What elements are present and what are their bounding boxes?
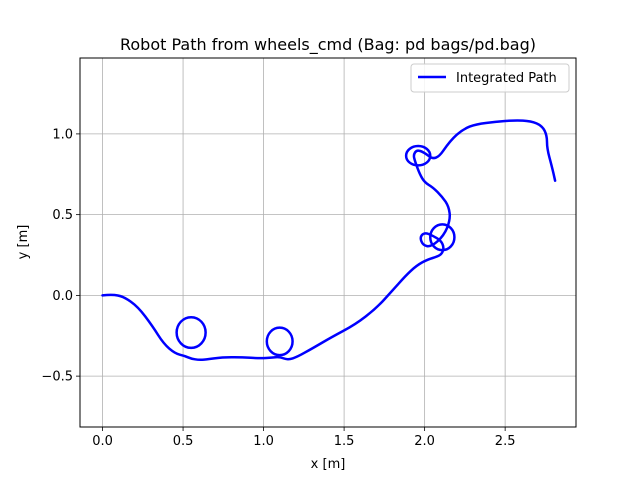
x-tick-label: 1.0 (253, 434, 274, 449)
legend-box (410, 63, 570, 93)
plot-area (101, 119, 557, 361)
y-axis-label: y [m] (16, 225, 31, 260)
path-loop (429, 223, 456, 252)
grid (80, 58, 576, 427)
path-line (101, 119, 557, 361)
path-loop (175, 315, 207, 350)
axes-frame (79, 57, 577, 428)
x-axis: 0.0 0.5 1.0 1.5 2.0 2.5 (92, 427, 515, 449)
path-loop (404, 144, 432, 167)
y-axis: −0.5 0.0 0.5 1.0 (41, 127, 80, 385)
y-tick-label: 1.0 (52, 127, 73, 142)
x-tick-label: 0.5 (173, 434, 194, 449)
x-tick-label: 2.5 (495, 434, 516, 449)
chart-title: Robot Path from wheels_cmd (Bag: pd bags… (120, 35, 536, 55)
x-tick-label: 2.0 (414, 434, 435, 449)
legend-label: Integrated Path (456, 71, 557, 86)
x-axis-label: x [m] (311, 457, 346, 472)
legend: Integrated Path (410, 63, 570, 93)
y-tick-label: 0.5 (52, 208, 73, 223)
y-tick-label: 0.0 (52, 289, 73, 304)
y-tick-label: −0.5 (41, 370, 73, 385)
path-loop (265, 326, 294, 357)
x-tick-label: 1.5 (334, 434, 355, 449)
x-tick-label: 0.0 (92, 434, 113, 449)
